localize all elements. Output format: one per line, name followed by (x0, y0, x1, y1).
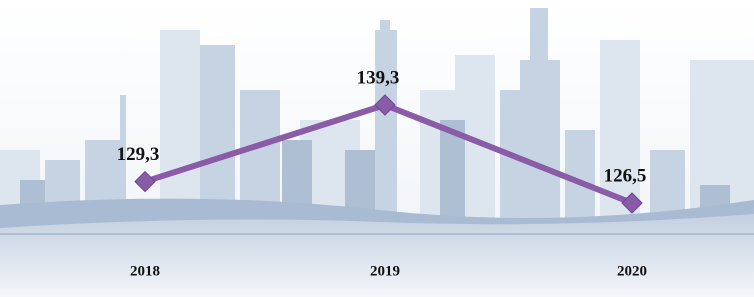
x-tick-label: 2019 (370, 263, 400, 279)
value-label: 129,3 (117, 144, 160, 165)
value-label: 126,5 (604, 165, 647, 186)
skyline-background (0, 0, 754, 297)
x-tick-label: 2018 (130, 263, 160, 279)
value-label: 139,3 (357, 67, 400, 88)
x-tick-label: 2020 (617, 263, 647, 279)
chart: 2018 2019 2020 129,3 139,3 126,5 (0, 0, 754, 297)
